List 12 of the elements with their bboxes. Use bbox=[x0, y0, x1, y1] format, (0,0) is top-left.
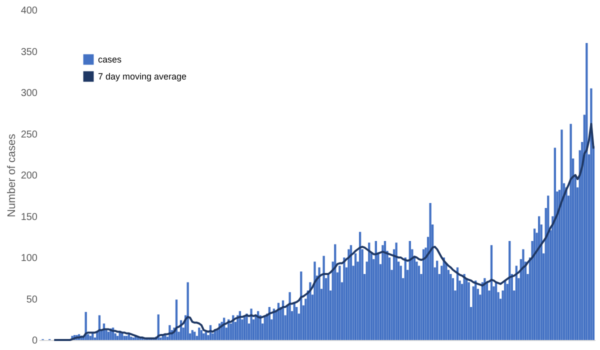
y-tick-label: 50 bbox=[26, 294, 38, 306]
y-tick-label: 350 bbox=[20, 46, 38, 58]
legend-label: 7 day moving average bbox=[98, 72, 187, 82]
y-axis-title: Number of cases bbox=[6, 133, 18, 218]
y-tick-label: 150 bbox=[20, 212, 38, 223]
y-tick-label: 400 bbox=[20, 6, 38, 16]
legend-label: cases bbox=[98, 54, 122, 64]
y-tick-label: 300 bbox=[20, 88, 38, 99]
y-tick-label: 250 bbox=[20, 129, 38, 140]
y-tick-label: 0 bbox=[32, 336, 38, 346]
y-tick-label: 100 bbox=[20, 253, 38, 264]
y-tick-label: 200 bbox=[20, 170, 38, 182]
